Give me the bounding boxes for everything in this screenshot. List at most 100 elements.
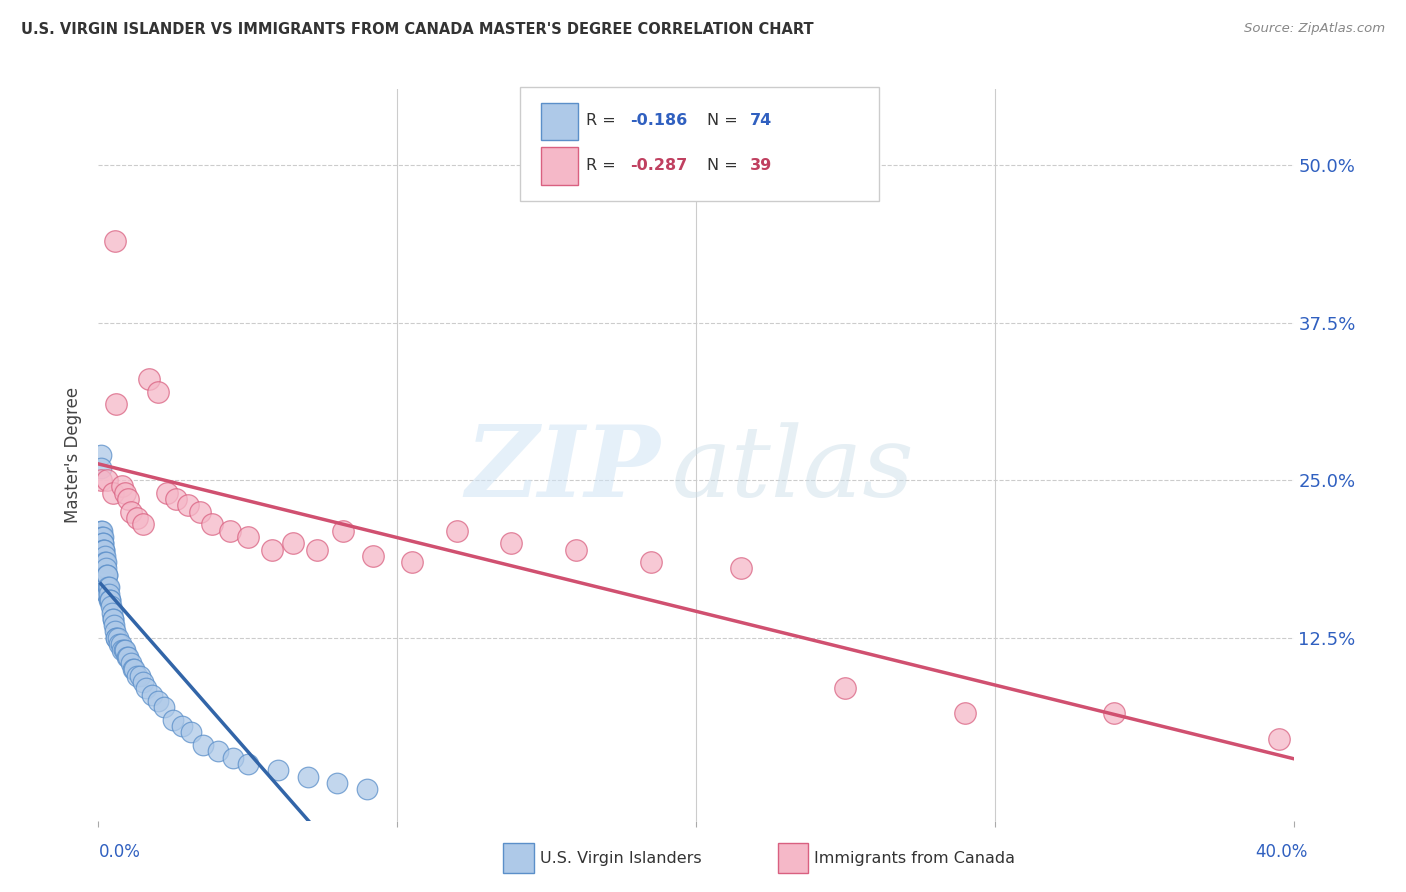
Point (98, 587, 121, 601)
Point (94, 574, 117, 588)
Point (148, 694, 170, 708)
Text: 74: 74 (749, 113, 772, 128)
Point (112, 643, 135, 657)
Point (172, 719, 194, 733)
Point (141, 688, 163, 702)
Text: -0.287: -0.287 (630, 158, 688, 172)
Point (834, 681, 856, 696)
Point (93, 542, 115, 557)
Text: -0.186: -0.186 (630, 113, 688, 128)
Point (148, 384, 170, 399)
Point (101, 606, 124, 620)
Point (96, 587, 118, 601)
Point (94, 555, 117, 569)
Point (326, 776, 349, 790)
Point (332, 524, 354, 538)
Point (446, 524, 468, 538)
Point (356, 782, 378, 797)
Point (180, 725, 202, 739)
Point (105, 397, 128, 411)
Point (1104, 706, 1126, 721)
Point (127, 668, 149, 682)
Point (121, 662, 143, 676)
Point (297, 770, 319, 784)
Text: U.S. Virgin Islanders: U.S. Virgin Islanders (540, 851, 702, 865)
Point (91, 536, 114, 550)
Point (96, 473, 118, 487)
Point (191, 738, 214, 752)
Point (111, 643, 134, 657)
Point (236, 530, 259, 544)
Point (96, 561, 118, 575)
Point (104, 631, 127, 645)
Point (135, 681, 157, 696)
Text: 40.0%: 40.0% (1256, 843, 1308, 861)
Point (90, 555, 112, 569)
Text: 0.0%: 0.0% (98, 843, 141, 861)
Point (188, 505, 211, 519)
Point (111, 479, 134, 493)
Point (114, 643, 136, 657)
Point (127, 511, 149, 525)
Point (267, 763, 290, 777)
Text: 39: 39 (749, 158, 772, 172)
Point (91, 542, 114, 557)
Point (401, 555, 423, 569)
Text: Source: ZipAtlas.com: Source: ZipAtlas.com (1244, 22, 1385, 36)
Point (97, 593, 120, 607)
Point (953, 706, 976, 721)
Point (132, 517, 155, 532)
Y-axis label: Master's Degree: Master's Degree (65, 387, 83, 523)
Point (305, 542, 328, 557)
Point (730, 561, 752, 575)
Point (96, 587, 118, 601)
Point (281, 536, 304, 550)
Point (91, 549, 114, 563)
Point (90, 530, 112, 544)
Text: R =: R = (586, 158, 621, 172)
Point (114, 485, 136, 500)
Text: atlas: atlas (672, 422, 915, 517)
Point (129, 668, 152, 682)
Point (100, 599, 122, 614)
Point (94, 555, 117, 569)
Point (90, 473, 112, 487)
Point (565, 542, 588, 557)
Point (138, 372, 160, 386)
Point (93, 542, 115, 557)
Point (96, 580, 118, 594)
Point (94, 549, 117, 563)
Point (90, 448, 112, 462)
Point (156, 485, 179, 500)
Point (162, 713, 184, 727)
Point (115, 649, 138, 664)
Point (104, 234, 127, 248)
Text: ZIP: ZIP (465, 421, 661, 517)
Point (363, 549, 385, 563)
Point (219, 524, 242, 538)
Point (100, 593, 122, 607)
Point (90, 542, 112, 557)
Point (97, 580, 120, 594)
Point (103, 618, 125, 632)
Point (177, 499, 200, 513)
Point (1267, 731, 1289, 746)
Point (93, 567, 115, 582)
Point (640, 555, 662, 569)
Point (165, 491, 187, 506)
Point (108, 637, 131, 651)
Point (222, 750, 245, 764)
Point (97, 580, 120, 594)
Point (201, 517, 224, 532)
Point (117, 491, 139, 506)
Point (117, 649, 139, 664)
Point (104, 624, 127, 639)
Point (110, 637, 132, 651)
Point (499, 536, 522, 550)
Point (90, 460, 112, 475)
Point (260, 542, 283, 557)
Point (91, 542, 114, 557)
Point (98, 593, 121, 607)
Point (105, 631, 128, 645)
Text: N =: N = (707, 158, 744, 172)
